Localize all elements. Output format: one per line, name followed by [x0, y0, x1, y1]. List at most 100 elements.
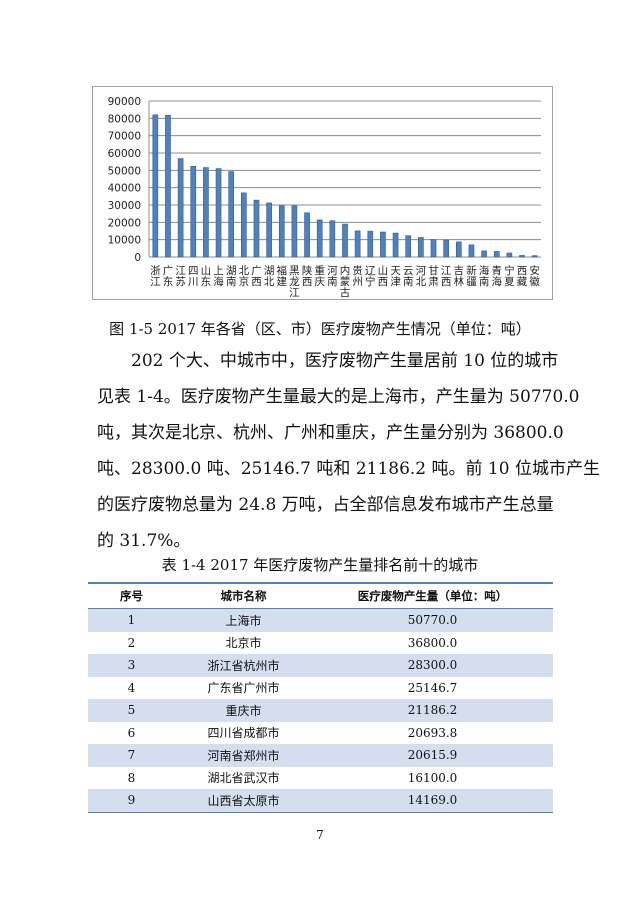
x-tick-label: 吉 [454, 265, 465, 277]
y-tick-label: 40000 [108, 183, 141, 195]
cell-amount: 21186.2 [312, 699, 553, 722]
paragraph-line: 的医疗废物总量为 24.8 万吨，占全部信息发布城市产生总量 [97, 495, 554, 515]
bar [316, 219, 323, 258]
chart-svg: 0 10000 20000 30000 40000 50000 60000 70000 8000… [108, 96, 541, 299]
x-tick-label: 西 [441, 276, 452, 288]
bar [443, 239, 449, 258]
x-tick-label: 西 [251, 276, 262, 288]
cell-city: 河南省郑州市 [175, 744, 312, 767]
header-city: 城市名称 [175, 582, 312, 609]
x-tick-label: 新 [466, 264, 477, 277]
cell-amount: 25146.7 [407, 680, 458, 695]
figure-caption: 图 1-5 2017 年各省（区、市）医疗废物产生情况（单位：吨） [109, 320, 531, 338]
bar [152, 114, 159, 258]
x-tick-label: 古 [340, 286, 351, 299]
y-tick-label: 20000 [108, 217, 141, 229]
x-tick-label: 宁 [504, 264, 515, 277]
x-tick-label: 西 [378, 276, 389, 288]
x-tick-label: 青 [491, 264, 502, 277]
x-tick-label: 云 [403, 265, 414, 277]
x-tick-label: 州 [352, 276, 363, 288]
cell-city: 上海市 [175, 608, 312, 632]
cell-city: 广东省广州市 [207, 681, 280, 696]
bar [342, 223, 348, 258]
x-tick-label: 山 [201, 265, 212, 277]
x-tick-label: 夏 [504, 276, 515, 288]
x-tick-label: 京 [239, 275, 250, 288]
x-tick-label: 浙 [150, 265, 161, 277]
x-tick-label: 肃 [428, 276, 439, 288]
x-tick-label: 内 [340, 264, 351, 277]
y-tick-label: 30000 [108, 200, 141, 212]
bar [291, 205, 298, 258]
paragraph-line: 吨、28300.0 吨、25146.7 吨和 21186.2 吨。前 10 位城… [97, 459, 600, 479]
x-tick-label: 西 [302, 276, 313, 288]
bar [228, 171, 235, 258]
x-tick-label: 苏 [175, 275, 186, 288]
x-tick-label: 东 [163, 275, 174, 288]
x-tick-label: 贵 [352, 264, 363, 277]
bar [203, 167, 209, 258]
cell-amount: 16100.0 [407, 770, 458, 785]
bar [354, 230, 361, 258]
bar [519, 255, 525, 258]
bar [418, 237, 424, 258]
x-tick-label: 江 [150, 276, 161, 288]
paragraph-line: 的 31.7%。 [97, 531, 191, 551]
x-tick-label: 广 [163, 265, 174, 277]
cell-amount: 28300.0 [312, 654, 553, 677]
paragraph-line: 吨，其次是北京、杭州、广州和重庆，产生量分别为 36800.0 [97, 423, 564, 443]
x-tick-label: 黑 [289, 265, 300, 277]
paragraph-line: 见表 1-4。医疗废物产生量最大的是上海市，产生量为 50770.0 [97, 387, 580, 407]
x-tick-label: 藏 [517, 276, 528, 288]
y-tick-label: 90000 [108, 96, 141, 108]
bar [392, 232, 399, 258]
x-tick-label: 西 [517, 265, 528, 277]
x-tick-label: 海 [491, 275, 502, 288]
bar [506, 252, 513, 258]
bar [241, 192, 247, 258]
bar [380, 231, 386, 258]
x-tick-label: 海 [213, 275, 224, 288]
cell-rank: 3 [88, 654, 175, 677]
x-tick-label: 川 [188, 276, 199, 288]
bar [430, 239, 437, 258]
table-row: 7 河南省郑州市 20615.9 [88, 744, 553, 767]
x-tick-label: 山 [378, 265, 389, 277]
bar [493, 251, 500, 258]
bar [278, 205, 285, 258]
paragraph-line: 202 个大、中城市中，医疗废物产生量居前 10 位的城市 [131, 351, 559, 371]
x-tick-label: 南 [479, 275, 490, 288]
bar [468, 244, 475, 258]
x-tick-label: 四 [188, 265, 199, 277]
cell-city: 四川省成都市 [207, 726, 280, 741]
bar-chart: 0 10000 20000 30000 40000 50000 60000 70000 8000… [92, 86, 553, 300]
y-tick-label: 0 [134, 252, 141, 264]
bar [367, 230, 374, 258]
x-tick-label: 河 [327, 265, 338, 277]
x-tick-label: 东 [201, 275, 212, 288]
bar [481, 250, 487, 258]
x-tick-label: 津 [390, 276, 401, 288]
bar [266, 202, 272, 258]
bar [329, 220, 336, 258]
y-tick-label: 10000 [108, 235, 141, 247]
bar [177, 158, 184, 258]
x-tick-label: 广 [251, 265, 262, 277]
x-tick-label: 重 [314, 264, 325, 277]
cell-rank: 9 [88, 789, 175, 813]
y-tick-label: 70000 [108, 131, 141, 143]
x-tick-label: 北 [264, 276, 275, 288]
cell-city: 山西省太原市 [175, 789, 312, 813]
cell-rank: 1 [88, 608, 175, 632]
x-tick-label: 江 [289, 287, 300, 299]
x-tick-label: 湖 [226, 265, 237, 277]
x-tick-label: 辽 [365, 265, 376, 277]
x-tick-label: 疆 [466, 276, 477, 288]
y-tick-label: 80000 [108, 113, 141, 125]
bar [190, 166, 197, 258]
cell-city: 湖北省武汉市 [207, 771, 280, 786]
bar [215, 168, 222, 258]
cell-rank: 4 [127, 680, 136, 695]
x-tick-label: 上 [213, 265, 224, 277]
